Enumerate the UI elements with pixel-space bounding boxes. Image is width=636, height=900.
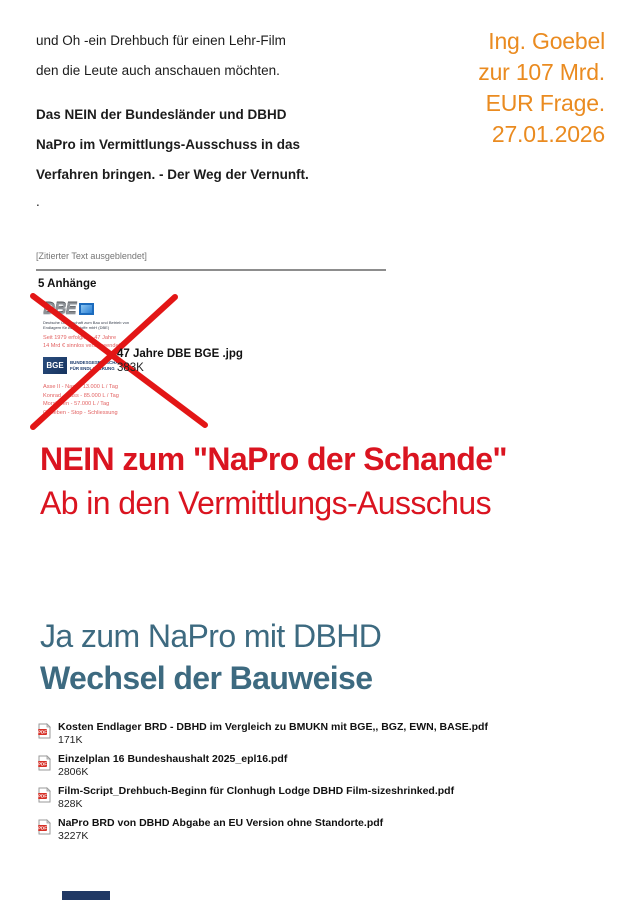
pdf-file-icon: PDF [38, 755, 51, 771]
pdf-attachment-item[interactable]: PDF Film-Script_Drehbuch-Beginn für Clon… [38, 785, 598, 817]
pdf-attachment-list: PDF Kosten Endlager BRD - DBHD im Vergle… [38, 721, 598, 849]
red-headline-line2: Ab in den Vermittlungs-Ausschus [40, 485, 492, 521]
body-line-bold: NaPro im Vermittlungs-Ausschuss in das [36, 137, 301, 152]
pdf-file-icon: PDF [38, 723, 51, 739]
sender-line: Ing. Goebel [488, 28, 605, 54]
pdf-file-icon: PDF [38, 787, 51, 803]
body-line: und Oh -ein Drehbuch für einen Lehr-Film [36, 33, 286, 48]
attachments-count-header: 5 Anhänge [38, 278, 97, 290]
thumbnail-red-caption-bottom: Asse II - Nass - 13.000 L / Tag Konrad -… [43, 383, 141, 417]
dbe-logo: DBE [43, 297, 141, 319]
pdf-size: 2806K [58, 766, 89, 778]
svg-text:PDF: PDF [38, 794, 47, 799]
image-attachment-filename: 47 Jahre DBE BGE .jpg [117, 348, 243, 360]
thumb-red-line: Gorleben - Stop - Schliessung [43, 409, 118, 416]
sender-line: 27.01.2026 [491, 121, 605, 147]
image-attachment-caption[interactable]: 47 Jahre DBE BGE .jpg 383K [117, 347, 243, 375]
pdf-filename: Einzelplan 16 Bundeshaushalt 2025_epl16.… [58, 753, 288, 765]
trailing-dot: . [36, 194, 40, 209]
bge-logo-box: BGE [43, 357, 67, 374]
pdf-size: 171K [58, 734, 83, 746]
body-paragraph-2: Das NEIN der Bundesländer und DBHD NaPro… [36, 100, 309, 190]
thumb-red-line: Seit 1979 erfolglos - 47 Jahre [43, 335, 117, 341]
dbe-monitor-icon [78, 303, 94, 315]
teal-headline-line2: Wechsel der Bauweise [40, 660, 373, 696]
quoted-text-toggle[interactable]: [Zitierter Text ausgeblendet] [36, 251, 147, 261]
thumb-red-line: Asse II - Nass - 13.000 L / Tag [43, 384, 118, 390]
dbe-logo-text: DBE [43, 299, 77, 318]
thumb-red-line: Morsleben - 57.000 L / Tag [43, 401, 110, 407]
pdf-filename: Kosten Endlager BRD - DBHD im Vergleich … [58, 721, 488, 733]
svg-text:PDF: PDF [38, 762, 47, 767]
thumb-red-line: Konrad - Nass - 85.000 L / Tag [43, 392, 119, 399]
pdf-attachment-item[interactable]: PDF Einzelplan 16 Bundeshaushalt 2025_ep… [38, 753, 598, 785]
pdf-file-icon: PDF [38, 819, 51, 835]
divider [36, 269, 386, 271]
clipped-bottom-element [62, 891, 110, 900]
pdf-size: 3227K [58, 830, 89, 842]
image-attachment-size: 383K [117, 362, 144, 374]
pdf-attachment-item[interactable]: PDF NaPro BRD von DBHD Abgabe an EU Vers… [38, 817, 598, 849]
pdf-attachment-item[interactable]: PDF Kosten Endlager BRD - DBHD im Vergle… [38, 721, 598, 753]
sender-line: EUR Frage. [485, 90, 606, 116]
dbe-logo-subtext: Deutsche Gesellschaft zum Bau und Betrie… [43, 320, 130, 330]
pdf-size: 828K [58, 798, 83, 810]
sender-date-block: Ing. Goebel zur 107 Mrd. EUR Frage. 27.0… [478, 26, 605, 150]
red-headline-line1: NEIN zum "NaPro der Schande" [40, 441, 508, 477]
svg-text:PDF: PDF [38, 826, 47, 831]
body-paragraph-1: und Oh -ein Drehbuch für einen Lehr-Film… [36, 26, 286, 86]
body-line: den die Leute auch anschauen möchten. [36, 63, 280, 78]
body-line-bold: Das NEIN der Bundesländer und DBHD [36, 107, 287, 122]
body-line-bold: Verfahren bringen. - Der Weg der Vernunf… [36, 167, 309, 182]
sender-line: zur 107 Mrd. [478, 59, 605, 85]
teal-headline-line1: Ja zum NaPro mit DBHD [40, 618, 382, 654]
pdf-filename: Film-Script_Drehbuch-Beginn für Clonhugh… [58, 785, 455, 797]
pdf-filename: NaPro BRD von DBHD Abgabe an EU Version … [58, 817, 384, 829]
svg-text:PDF: PDF [38, 730, 47, 735]
